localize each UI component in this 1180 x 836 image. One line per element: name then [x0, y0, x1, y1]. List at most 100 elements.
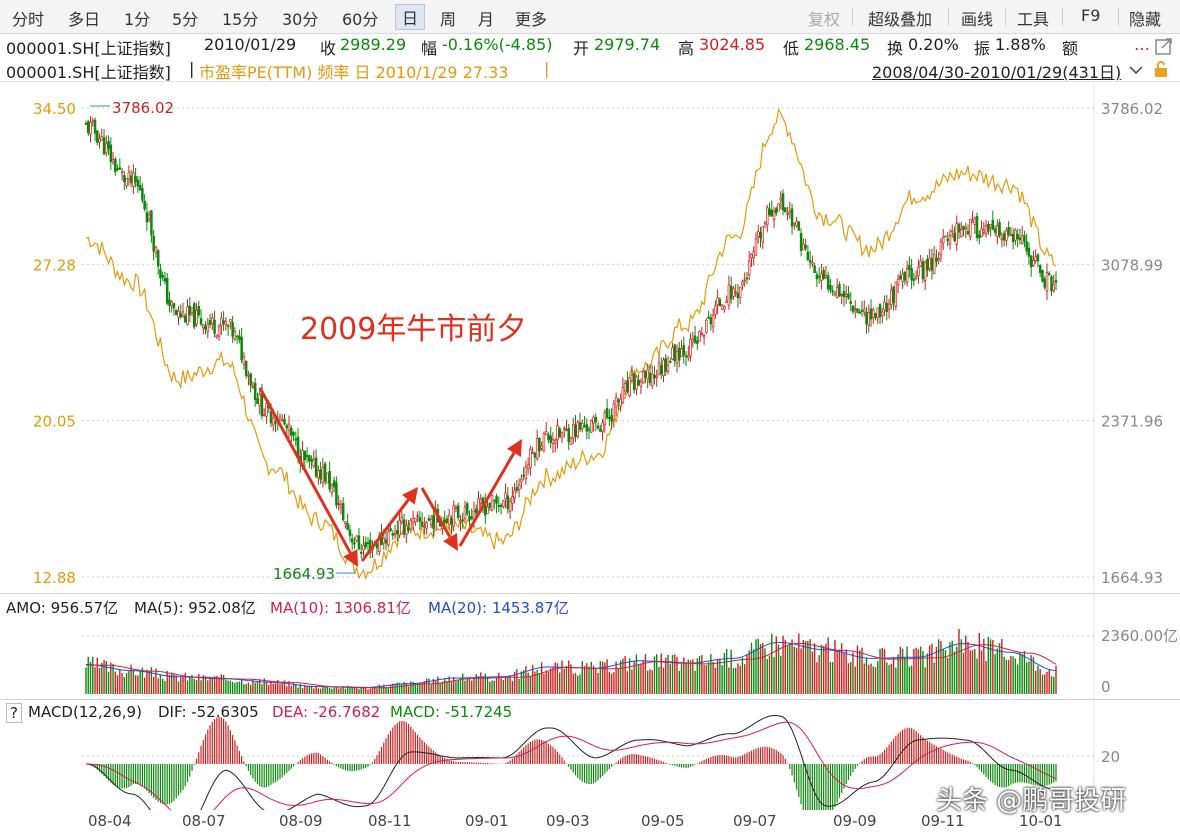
- candle-body: [820, 273, 823, 282]
- candle-body: [310, 458, 313, 463]
- candle-body: [788, 211, 792, 214]
- candle-body: [427, 518, 431, 521]
- candle-body: [346, 523, 349, 530]
- candle: [125, 178, 128, 189]
- tab-5min[interactable]: 5分: [172, 10, 199, 29]
- tab-15min[interactable]: 15分: [222, 10, 259, 29]
- candle: [978, 230, 981, 245]
- candle: [217, 323, 221, 341]
- candle-body: [1045, 272, 1049, 292]
- tab-intraday[interactable]: 分时: [12, 10, 45, 29]
- tab-1min[interactable]: 1分: [124, 10, 151, 29]
- amo-panel: AMO: 956.57亿 MA(5): 952.08亿 MA(10): 1306…: [0, 594, 1180, 700]
- super-overlay-button[interactable]: 超级叠加: [868, 10, 933, 29]
- lock-icon[interactable]: [1152, 60, 1170, 78]
- candle: [172, 302, 176, 316]
- candle-body: [921, 261, 925, 280]
- candle-body: [887, 303, 891, 310]
- candle: [432, 507, 435, 537]
- candle-body: [678, 347, 681, 361]
- tab-30min[interactable]: 30分: [282, 10, 319, 29]
- draw-line-button[interactable]: 画线: [961, 10, 994, 29]
- candle-body: [826, 275, 830, 290]
- candle-body: [650, 373, 654, 386]
- candle: [93, 117, 97, 142]
- toolbar-divider: [1118, 8, 1119, 26]
- f9-button[interactable]: F9: [1081, 6, 1101, 25]
- candle-body: [416, 515, 419, 517]
- candle: [202, 323, 205, 335]
- tab-multi-day[interactable]: 多日: [68, 10, 101, 29]
- hide-button[interactable]: 隐藏: [1129, 10, 1162, 29]
- candle-body: [1025, 241, 1028, 252]
- candle-body: [174, 309, 178, 315]
- candle-body: [750, 254, 753, 259]
- candle: [788, 201, 792, 219]
- candle-body: [402, 519, 406, 535]
- macd-label: MACD(12,26,9): [28, 703, 142, 721]
- candle-body: [608, 417, 611, 419]
- candle-body: [204, 325, 207, 330]
- tab-monthly[interactable]: 月: [478, 10, 495, 29]
- tab-daily[interactable]: 日: [395, 4, 426, 30]
- candle: [211, 312, 214, 331]
- help-button[interactable]: ?: [6, 703, 22, 723]
- candle: [364, 536, 367, 550]
- candle: [420, 512, 424, 528]
- candle-body: [838, 284, 841, 297]
- candle-body: [723, 306, 726, 310]
- candle: [240, 327, 243, 364]
- candle: [502, 499, 505, 509]
- tools-button[interactable]: 工具: [1017, 10, 1050, 29]
- candle: [678, 341, 681, 368]
- candle-body: [242, 356, 246, 365]
- candle-body: [271, 418, 275, 426]
- candle-body: [860, 310, 864, 312]
- candle: [204, 321, 207, 335]
- pe-axis-tick: 27.28: [33, 256, 76, 274]
- candle-body: [894, 281, 898, 307]
- candle-body: [833, 292, 837, 296]
- candle: [795, 217, 798, 228]
- overlay-separator: |: [544, 59, 550, 78]
- low-label: 低: [783, 39, 800, 58]
- tab-60min[interactable]: 60分: [342, 10, 379, 29]
- candle-body: [141, 188, 144, 201]
- candle: [822, 267, 825, 281]
- candle: [725, 295, 728, 304]
- candle-body: [181, 311, 185, 317]
- candle: [729, 276, 733, 304]
- candle: [671, 342, 674, 361]
- candle: [547, 432, 550, 444]
- candle-body: [168, 299, 171, 306]
- chevron-down-icon[interactable]: [1128, 64, 1144, 76]
- candle-body: [281, 419, 284, 422]
- candle: [553, 437, 557, 453]
- candle-body: [729, 285, 733, 300]
- candle: [761, 226, 764, 249]
- candle-body: [687, 355, 690, 358]
- candle: [303, 450, 307, 469]
- candle: [957, 221, 961, 240]
- date-range-selector[interactable]: 2008/04/30-2010/01/29(431日): [872, 63, 1122, 82]
- candle: [526, 457, 530, 475]
- candle: [220, 312, 223, 335]
- candle-body: [576, 421, 580, 438]
- candle-body: [362, 545, 365, 551]
- candle-body: [991, 219, 995, 230]
- candle-body: [863, 308, 866, 313]
- candle-body: [777, 203, 780, 212]
- candle: [876, 307, 880, 324]
- export-icon[interactable]: [1154, 36, 1174, 56]
- candle: [912, 272, 916, 287]
- adjust-button[interactable]: 复权: [808, 10, 841, 29]
- candle-body: [813, 265, 816, 274]
- candle: [294, 431, 298, 447]
- candle: [111, 151, 115, 165]
- tab-more[interactable]: 更多: [515, 10, 548, 29]
- candle: [628, 377, 631, 398]
- candle-body: [429, 518, 433, 525]
- candle: [91, 117, 95, 127]
- tab-weekly[interactable]: 周: [440, 10, 457, 29]
- candle-body: [603, 412, 607, 425]
